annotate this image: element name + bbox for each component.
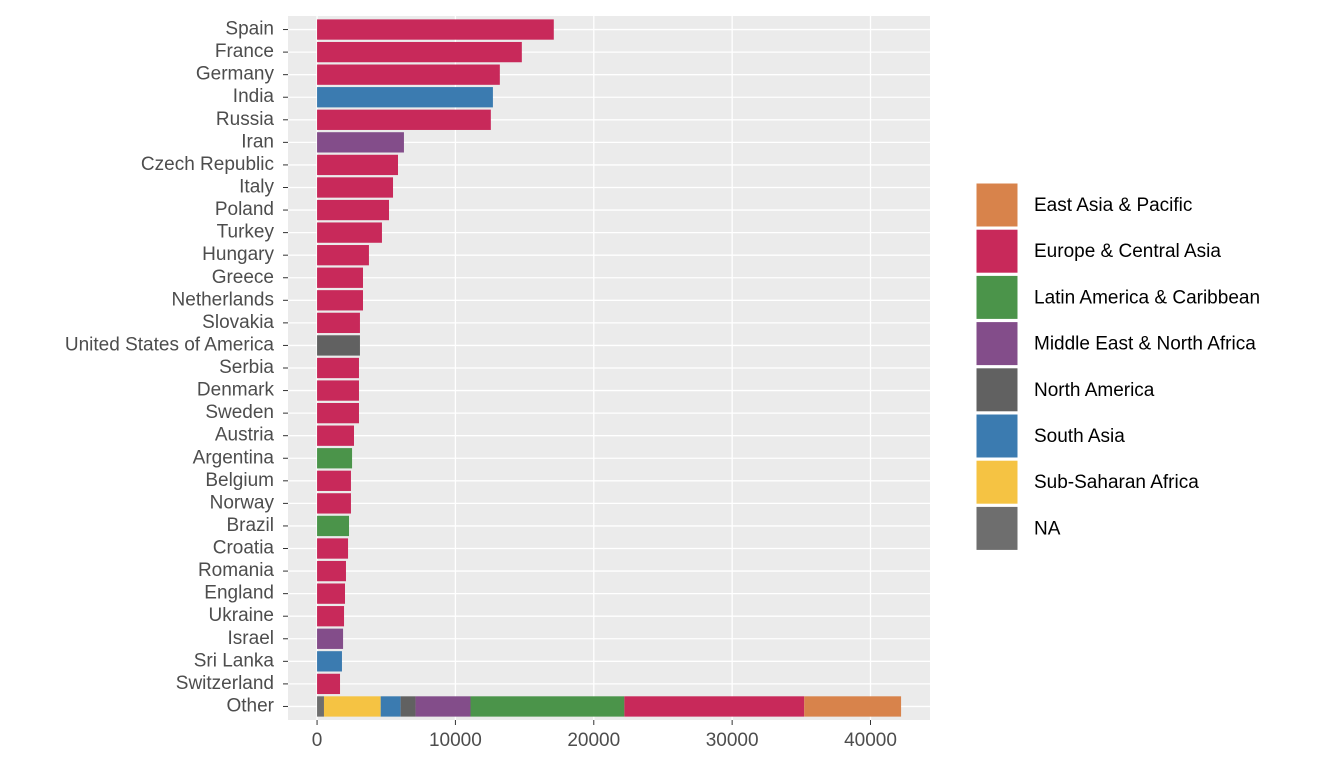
bar bbox=[317, 41, 522, 63]
y-tick-label: Ukraine bbox=[209, 605, 274, 626]
bar bbox=[470, 696, 625, 717]
x-tick-label: 0 bbox=[312, 730, 323, 751]
bar bbox=[317, 177, 394, 198]
bar bbox=[317, 109, 491, 130]
y-tick-label: Croatia bbox=[213, 538, 275, 559]
legend-label: North America bbox=[1034, 380, 1155, 401]
bar bbox=[317, 267, 363, 288]
y-tick-label: India bbox=[233, 86, 275, 107]
y-tick-label: Denmark bbox=[197, 380, 275, 401]
x-tick-label: 10000 bbox=[429, 730, 482, 751]
bar bbox=[317, 64, 500, 85]
bar bbox=[317, 132, 404, 153]
legend-label: Middle East & North Africa bbox=[1034, 334, 1256, 355]
legend-label: East Asia & Pacific bbox=[1034, 195, 1192, 216]
bar bbox=[317, 448, 353, 469]
y-tick-label: Switzerland bbox=[176, 673, 274, 694]
bar bbox=[317, 380, 359, 401]
bar bbox=[317, 87, 493, 108]
x-tick-label: 20000 bbox=[567, 730, 620, 751]
bar bbox=[317, 651, 342, 672]
y-tick-label: Other bbox=[226, 695, 274, 716]
bar bbox=[317, 154, 398, 176]
bar bbox=[317, 245, 369, 266]
y-tick-label: Norway bbox=[210, 492, 275, 513]
y-tick-label: Poland bbox=[215, 199, 274, 220]
y-tick-label: Israel bbox=[228, 628, 274, 649]
legend-key bbox=[975, 321, 1019, 367]
y-tick-label: Russia bbox=[216, 109, 275, 130]
bar bbox=[317, 606, 345, 627]
legend-label: Sub-Saharan Africa bbox=[1034, 472, 1199, 493]
y-tick-label: Sweden bbox=[205, 402, 274, 423]
bar bbox=[380, 696, 401, 717]
legend-key bbox=[975, 459, 1019, 505]
y-tick-label: Spain bbox=[225, 19, 274, 40]
bar bbox=[317, 560, 346, 582]
y-tick-label: Argentina bbox=[193, 447, 275, 468]
bar bbox=[415, 696, 471, 717]
bar bbox=[317, 515, 350, 537]
bar bbox=[317, 470, 351, 491]
legend-label: NA bbox=[1034, 518, 1061, 539]
x-tick-label: 30000 bbox=[706, 730, 759, 751]
bar bbox=[317, 19, 554, 40]
y-tick-label: Sri Lanka bbox=[194, 650, 275, 671]
legend-label: South Asia bbox=[1034, 426, 1125, 447]
x-tick-label: 40000 bbox=[844, 730, 897, 751]
y-tick-label: Netherlands bbox=[172, 289, 274, 310]
legend-key bbox=[975, 413, 1019, 459]
y-tick-label: Austria bbox=[215, 425, 275, 446]
y-tick-label: France bbox=[215, 41, 274, 62]
bar bbox=[317, 199, 390, 221]
bar bbox=[317, 312, 360, 334]
legend-key bbox=[975, 182, 1019, 228]
y-tick-label: Greece bbox=[212, 267, 274, 288]
y-tick-label: Turkey bbox=[217, 222, 275, 243]
legend-key bbox=[975, 274, 1019, 320]
bar bbox=[317, 493, 351, 514]
legend-key bbox=[975, 505, 1019, 551]
y-tick-label: Romania bbox=[198, 560, 274, 581]
y-tick-label: Czech Republic bbox=[141, 154, 274, 175]
bar bbox=[317, 290, 363, 311]
legend-key bbox=[975, 228, 1019, 274]
legend-label: Latin America & Caribbean bbox=[1034, 287, 1260, 308]
bar bbox=[317, 583, 346, 604]
y-tick-label: Iran bbox=[241, 131, 274, 152]
bar bbox=[317, 696, 324, 717]
bar bbox=[317, 335, 360, 356]
y-tick-label: United States of America bbox=[65, 334, 275, 355]
bar bbox=[317, 538, 349, 559]
y-tick-label: Belgium bbox=[205, 470, 274, 491]
bar bbox=[624, 696, 805, 717]
legend-label: Europe & Central Asia bbox=[1034, 241, 1221, 262]
y-tick-label: Germany bbox=[196, 64, 275, 85]
bar bbox=[804, 696, 902, 717]
bar bbox=[317, 673, 341, 695]
legend-key bbox=[975, 367, 1019, 413]
y-tick-label: Brazil bbox=[226, 515, 274, 536]
y-tick-label: Italy bbox=[239, 177, 274, 198]
bar bbox=[323, 696, 381, 717]
y-tick-label: Hungary bbox=[202, 244, 274, 265]
bar bbox=[317, 222, 382, 243]
y-tick-label: Slovakia bbox=[202, 312, 274, 333]
bar bbox=[317, 628, 344, 649]
y-tick-label: England bbox=[204, 583, 274, 604]
bar bbox=[317, 402, 359, 424]
bar bbox=[317, 425, 354, 446]
bar bbox=[400, 696, 416, 717]
bar bbox=[317, 357, 359, 379]
y-tick-label: Serbia bbox=[219, 357, 274, 378]
